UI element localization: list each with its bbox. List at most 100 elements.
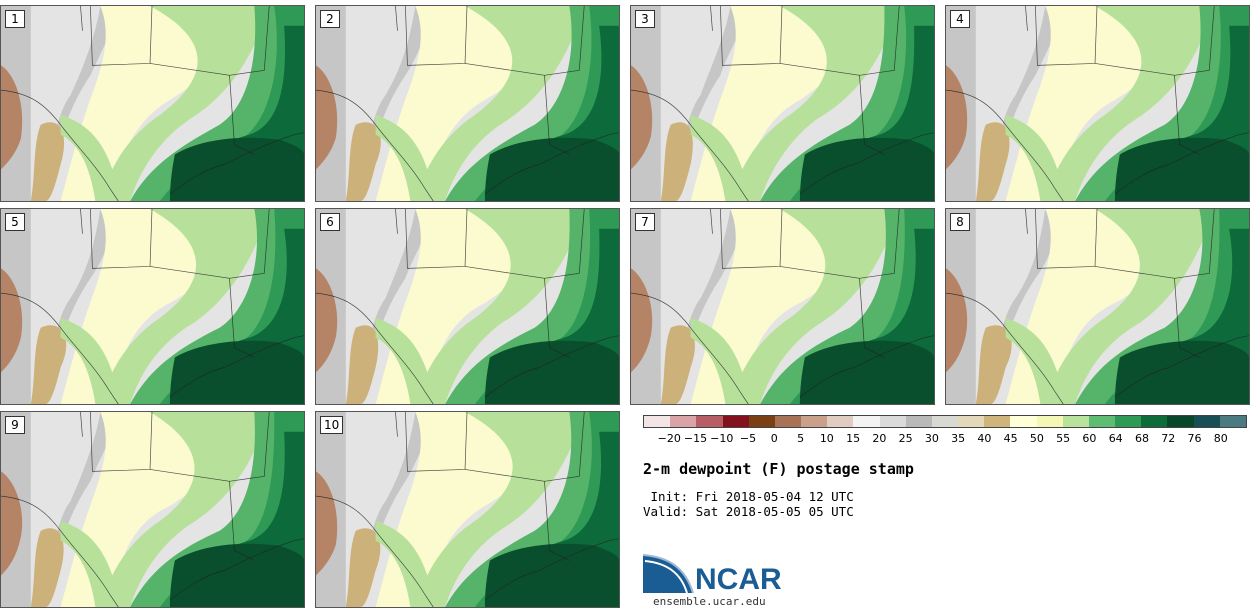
colorbar-swatch [748, 416, 775, 427]
boundary-line [1179, 347, 1200, 358]
colorbar-tick-label: 10 [819, 432, 834, 445]
boundary-line [1174, 6, 1215, 76]
ensemble-member-map-5: 5 [0, 208, 305, 405]
dewpoint-contour-region [415, 412, 585, 607]
colorbar-swatch [958, 416, 985, 427]
member-label: 10 [320, 416, 344, 434]
colorbar-tick-label: 5 [797, 432, 805, 445]
colorbar-tick-label: −15 [683, 432, 708, 445]
dewpoint-contour-region [1, 471, 23, 576]
init-time: Init: Fri 2018-05-04 12 UTC [643, 489, 854, 504]
dewpoint-contour-region [1045, 209, 1215, 404]
ensemble-member-map-2: 2 [315, 5, 620, 202]
dewpoint-field [946, 6, 1249, 201]
member-label: 7 [635, 213, 655, 231]
dewpoint-contour-region [60, 520, 121, 607]
boundary-line [90, 209, 153, 269]
dewpoint-contour-region [1, 268, 23, 373]
colorbar-tick-label: 35 [951, 432, 966, 445]
boundary-line [720, 6, 783, 66]
website-url: ensemble.ucar.edu [653, 595, 766, 608]
colorbar-tick-labels: −20 −15 −10 −5 0 5 10 15 20 25 30 35 40 45 50 55 60 64 68 7… [643, 432, 1247, 448]
boundary-line [395, 209, 398, 234]
dewpoint-contour-region [100, 412, 270, 607]
boundary-line [90, 412, 153, 472]
colorbar-swatch [1115, 416, 1142, 427]
dewpoint-contour-region [799, 137, 934, 201]
dewpoint-contour-region [1114, 340, 1249, 404]
colorbar-swatch [905, 416, 932, 427]
dewpoint-contour-region [1045, 6, 1215, 201]
colorbar-swatch [1010, 416, 1037, 427]
colorbar-tick-label: 60 [1082, 432, 1097, 445]
boundary-line [720, 209, 783, 269]
boundary-line [864, 347, 885, 358]
boundary-line [316, 89, 434, 201]
dewpoint-contour-region [415, 209, 585, 404]
member-label: 6 [320, 213, 340, 231]
member-label: 1 [5, 10, 25, 28]
ensemble-member-map-1: 1 [0, 5, 305, 202]
dewpoint-field [631, 209, 934, 404]
boundary-line [544, 6, 585, 76]
dewpoint-field [1, 412, 304, 607]
dewpoint-contour-region [60, 317, 121, 404]
colorbar-swatch [1141, 416, 1168, 427]
colorbar-swatch [1036, 416, 1063, 427]
member-label: 2 [320, 10, 340, 28]
dewpoint-contour-region [375, 520, 436, 607]
dewpoint-contour-region [631, 65, 653, 170]
colorbar-tick-label: 45 [1003, 432, 1018, 445]
dewpoint-contour-region [1005, 317, 1066, 404]
colorbar-swatch [1219, 416, 1246, 427]
colorbar-swatch [827, 416, 854, 427]
boundary-line [549, 347, 570, 358]
boundary-line [544, 209, 585, 279]
colorbar-swatch [879, 416, 906, 427]
colorbar-swatch [1193, 416, 1220, 427]
boundary-line [1, 89, 119, 201]
boundary-line [1114, 132, 1249, 195]
colorbar-swatch [984, 416, 1011, 427]
dewpoint-contour-region [375, 114, 436, 201]
colorbar-tick-label: 0 [770, 432, 778, 445]
dewpoint-contour-region [169, 137, 304, 201]
dewpoint-contour-region [316, 471, 338, 576]
boundary-line [1025, 209, 1028, 234]
dewpoint-contour-region [1005, 114, 1066, 201]
dewpoint-field [316, 6, 619, 201]
colorbar-swatch [853, 416, 880, 427]
dewpoint-contour-region [316, 65, 338, 170]
boundary-line [946, 89, 1064, 201]
colorbar-swatch [774, 416, 802, 427]
ncar-logo: NCAR [643, 554, 782, 595]
colorbar-tick-label: 20 [872, 432, 887, 445]
boundary-line [859, 209, 900, 279]
boundary-line [946, 292, 1064, 404]
logo-wordmark: NCAR [695, 563, 782, 595]
boundary-line [1179, 144, 1200, 155]
dewpoint-contour-region [1, 65, 23, 170]
boundary-line [484, 132, 619, 195]
colorbar-swatch [644, 416, 671, 427]
dewpoint-contour-region [100, 6, 270, 201]
colorbar-swatch [1062, 416, 1089, 427]
dewpoint-contour-region [316, 268, 338, 373]
dewpoint-contour-region [975, 325, 1012, 404]
ensemble-member-map-7: 7 [630, 208, 935, 405]
boundary-line [229, 412, 270, 482]
boundary-line [710, 209, 713, 234]
dewpoint-contour-region [100, 209, 270, 404]
dewpoint-contour-region [169, 340, 304, 404]
dewpoint-contour-region [484, 340, 619, 404]
boundary-line [1035, 6, 1098, 66]
boundary-line [484, 538, 619, 601]
member-label: 3 [635, 10, 655, 28]
colorbar-tick-label: −10 [710, 432, 734, 445]
boundary-line [1025, 6, 1028, 31]
colorbar-tick-label: −20 [657, 432, 681, 445]
dewpoint-contour-region [946, 268, 968, 373]
dewpoint-contour-region [1114, 137, 1249, 201]
dewpoint-field [316, 412, 619, 607]
boundary-line [859, 6, 900, 76]
